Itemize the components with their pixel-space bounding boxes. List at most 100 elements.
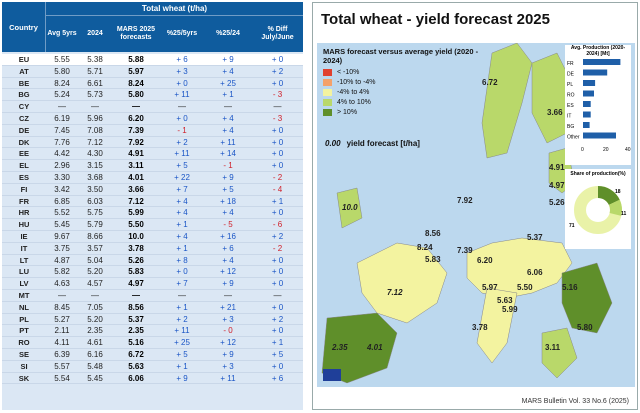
cell-y: 6.16 [87,349,103,359]
cell-d: + 1 [271,338,284,348]
cell-p24: + 9 [222,349,234,359]
map-value-label: 5.80 [577,323,593,332]
cell-d: + 0 [271,302,284,312]
cell-a: 3.42 [54,184,70,194]
donut-value-2: 11 [621,211,627,217]
legend-item: < -10% [323,67,493,77]
cell-c: SI [20,361,28,371]
legend-swatch [323,108,332,116]
cell-a: 5.52 [54,208,70,218]
cell-f: 3.66 [128,184,144,194]
cell-y: 7.05 [87,302,103,312]
forecast-key-label: yield forecast [t/ha] [346,139,420,148]
cell-p24: + 21 [220,302,236,312]
cell-f: 8.56 [128,302,144,312]
cell-c: PT [19,326,29,336]
cell-p5: + 0 [176,113,188,123]
cell-y: 6.61 [87,78,103,88]
cell-a: 5.24 [54,90,70,100]
cell-f: 4.97 [128,279,144,289]
cell-p24: + 12 [220,338,236,348]
table-row: CZ 6.19 5.96 6.20 + 0 + 4 - 3 [2,113,303,125]
legend-swatch [323,88,332,96]
map-panel: Total wheat - yield forecast 2025 MARS f… [312,2,638,410]
cell-c: DK [18,137,30,147]
cell-y: 5.79 [87,220,103,230]
donut-slice-2 [574,186,622,234]
cell-f: 6.20 [128,113,144,123]
cell-d: + 0 [271,279,284,289]
cell-y: 4.30 [87,149,103,159]
map-value-label: 8.24 [417,243,433,252]
cell-y: 8.66 [87,231,103,241]
cell-d: - 3 [272,113,283,123]
table-row: EE 4.42 4.30 4.91 + 11 + 14 + 0 [2,148,303,161]
cell-p5: + 2 [176,137,188,147]
bar [583,101,591,107]
cell-p5: + 0 [176,267,188,277]
europe-map: MARS forecast versus average yield (2020… [317,43,635,387]
cell-d: + 2 [271,231,284,241]
cell-p5: + 22 [174,172,190,182]
table-row: CY — — — — — — [2,101,303,113]
cell-a: — [58,102,66,112]
legend-label: -4% to 4% [337,88,370,96]
cell-y: 5.20 [87,314,103,324]
map-value-label: 7.12 [387,288,403,297]
cell-d: + 0 [271,125,284,135]
cell-c: IT [20,243,28,253]
cell-a: 6.19 [54,113,70,123]
cell-p5: + 6 [176,55,188,64]
cell-y: 6.03 [87,196,103,206]
cell-c: SK [18,373,30,383]
cell-p24: - 1 [223,161,233,171]
cell-a: 5.54 [54,373,70,383]
map-value-label: 3.78 [472,323,488,332]
legend-item: -10% to -4% [323,77,493,87]
table-row: IT 3.75 3.57 3.78 + 1 + 6 - 2 [2,243,303,255]
header-forecast: MARS 2025 forecasts [116,25,156,41]
table-header: Country Total wheat (t/ha) Avg 5yrs 2024… [2,2,303,52]
cell-c: MT [18,290,30,300]
legend-title: MARS forecast versus average yield (2020… [323,47,479,65]
cell-p5: + 1 [176,243,188,253]
cell-y: 5.45 [87,373,103,383]
cell-y: 5.38 [87,55,103,64]
cell-d: + 0 [271,137,284,147]
cell-y: 7.12 [87,137,103,147]
header-2024: 2024 [87,29,103,37]
cell-p24: + 4 [222,208,234,218]
table-row: EL 2.96 3.15 3.11 + 5 - 1 + 0 [2,160,303,172]
legend-swatch [323,78,332,86]
cell-p24: + 6 [222,243,234,253]
cell-p5: + 11 [174,90,190,100]
header-pct24: %25/24 [216,29,240,37]
cell-y: 3.68 [87,172,103,182]
cell-f: 5.88 [128,55,144,64]
cell-f: 5.37 [128,314,144,324]
cell-c: NL [19,302,29,312]
cell-a: 3.75 [54,243,70,253]
cell-a: 5.80 [54,66,70,76]
map-value-label: 7.92 [457,196,473,205]
cell-y: — [91,290,99,300]
cell-p24: + 9 [222,55,234,64]
cell-a: 6.85 [54,196,70,206]
cell-p5: + 4 [176,196,188,206]
cell-f: 10.0 [128,231,144,241]
bars-title: Avg. Production (2020-2024) [Mt] [570,45,626,57]
cell-d: + 0 [271,208,284,218]
map-value-label: 10.0 [342,203,358,212]
table-row: DK 7.76 7.12 7.92 + 2 + 11 + 0 [2,137,303,149]
cell-c: LU [19,267,29,277]
cell-y: 3.57 [87,243,103,253]
donut-svg: 18 11 71 [569,186,627,234]
map-value-label: 6.72 [482,78,498,87]
cell-p24: + 3 [222,314,234,324]
cell-y: 5.96 [87,113,103,123]
cell-f: 3.78 [128,243,144,253]
legend-label: < -10% [337,68,360,76]
cell-y: 5.73 [87,90,103,100]
cell-p5: + 1 [176,220,188,230]
cell-c: FR [19,196,29,206]
